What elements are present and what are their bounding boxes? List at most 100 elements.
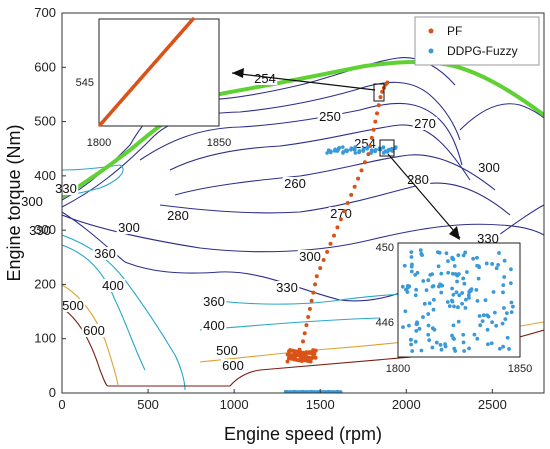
legend-box	[414, 16, 540, 66]
data-point	[301, 339, 305, 344]
inset-data-point	[471, 256, 476, 261]
data-point	[345, 149, 349, 154]
inset-data-point	[418, 248, 423, 252]
inset-data-point	[409, 255, 414, 259]
contour-label-bg	[274, 281, 300, 294]
legend-marker-pf	[428, 28, 434, 34]
data-point	[321, 258, 326, 262]
data-point	[309, 356, 314, 361]
y-tick-label: 400	[34, 168, 56, 183]
inset-ddpg-ytick: 450	[376, 242, 394, 254]
data-point	[302, 331, 307, 336]
contour-line	[62, 214, 544, 253]
inset-data-point	[501, 290, 505, 295]
data-point	[335, 225, 340, 230]
inset-data-point	[438, 282, 442, 287]
data-point	[306, 315, 311, 319]
inset-data-point	[467, 295, 471, 300]
inset-data-point	[475, 298, 480, 303]
inset-data-point	[461, 253, 466, 258]
legend-label-ddpg: DDPG-Fuzzy	[447, 44, 518, 58]
contour-label: 330	[276, 280, 298, 295]
contour-label: 250	[319, 109, 341, 124]
inset-data-point	[484, 261, 489, 266]
inset-data-point	[460, 301, 465, 306]
inset-data-point	[500, 321, 505, 326]
inset-data-point	[430, 326, 435, 331]
data-point	[299, 358, 304, 363]
x-tick-label: 2000	[392, 397, 421, 412]
inset-data-point	[508, 281, 513, 286]
inset-data-point	[428, 272, 433, 277]
inset-data-point	[463, 305, 468, 310]
data-point	[309, 298, 314, 303]
inset-data-point	[474, 288, 479, 292]
inset-data-point	[492, 310, 497, 315]
contour-line	[199, 317, 381, 331]
inset-data-point	[478, 323, 483, 328]
inset-ddpg-xtick: 1800	[386, 363, 410, 375]
data-point	[377, 147, 382, 152]
contour-label: 270	[330, 206, 352, 221]
inset-data-point	[400, 284, 405, 289]
inset-data-point	[410, 349, 415, 353]
inset-data-point	[497, 251, 501, 255]
inset-data-point	[457, 293, 462, 298]
contour-label-bg	[100, 279, 126, 292]
data-point	[318, 266, 323, 271]
inset-data-point	[490, 320, 494, 325]
contour-lines	[62, 57, 544, 391]
contour-label: 330	[29, 223, 51, 238]
inset-data-point	[477, 314, 482, 318]
contour-label: 300	[21, 194, 43, 209]
inset-data-point	[509, 310, 514, 315]
inset-data-point	[510, 304, 515, 309]
contour-label: 254	[254, 71, 276, 86]
contour-label: 300	[118, 220, 140, 235]
contour-label-bg	[328, 207, 354, 220]
data-point	[312, 351, 317, 356]
inset-data-point	[507, 347, 511, 351]
y-tick-label: 0	[49, 385, 56, 400]
inset-data-point	[413, 293, 418, 298]
contour-label-bg	[252, 72, 278, 85]
contour-label: 330	[477, 231, 499, 246]
inset-pf-xtick: 1850	[207, 137, 231, 149]
inset-data-point	[456, 253, 461, 258]
inset-data-point	[462, 349, 467, 353]
x-tick-label: 500	[137, 397, 159, 412]
contour-label: 260	[284, 176, 306, 191]
inset-data-point	[461, 340, 466, 345]
inset-data-point	[466, 293, 471, 297]
inset-data-point	[501, 283, 506, 288]
contour-label-bg	[475, 232, 501, 245]
data-point	[313, 348, 318, 353]
data-point	[328, 241, 333, 246]
inset-data-point	[502, 306, 506, 310]
data-point	[325, 249, 330, 254]
inset-data-point	[467, 346, 471, 351]
inset-data-point	[431, 297, 436, 302]
contour-line	[62, 164, 124, 197]
inset-ddpg-frame	[397, 242, 521, 358]
data-point	[308, 359, 313, 364]
inset-data-point	[431, 307, 436, 312]
inset-ddpg: 450 446 1800 1850	[376, 242, 533, 375]
inset-data-point	[414, 287, 419, 292]
data-point	[293, 354, 298, 359]
inset-data-point	[447, 304, 452, 309]
inset-data-point	[410, 262, 414, 267]
data-point	[359, 168, 364, 173]
contour-label: 400	[102, 278, 124, 293]
data-point	[393, 146, 398, 150]
data-point	[325, 151, 329, 155]
inset-data-point	[502, 258, 507, 263]
contour-label-bg	[214, 344, 240, 357]
inset-data-point	[405, 283, 410, 288]
inset-data-point	[451, 336, 456, 341]
inset-data-point	[450, 286, 455, 291]
contour-label: 600	[222, 358, 244, 373]
inset-data-point	[419, 348, 424, 353]
inset-data-point	[490, 262, 495, 266]
